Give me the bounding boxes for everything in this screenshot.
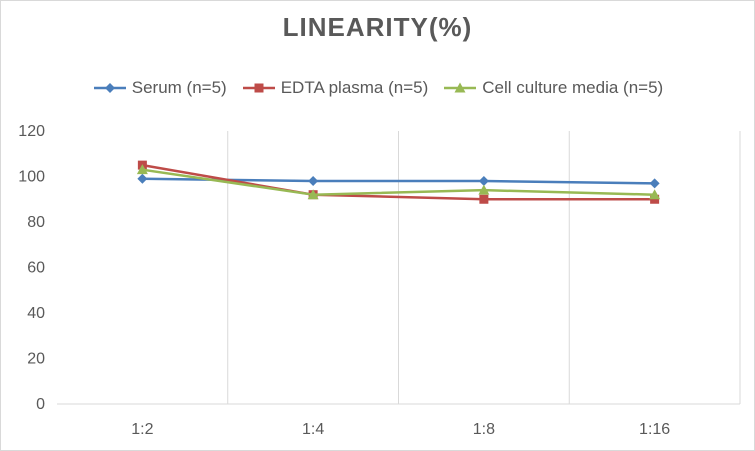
y-tick-label: 80 <box>27 214 45 231</box>
y-tick-label: 0 <box>36 396 45 413</box>
chart-legend: Serum (n=5) EDTA plasma (n=5) Cell culture… <box>0 78 755 102</box>
y-tick-label: 40 <box>27 305 45 322</box>
legend-swatch-2 <box>444 82 477 93</box>
data-point-0-1 <box>308 176 319 187</box>
data-point-2-1 <box>307 189 319 200</box>
data-point-1-2 <box>479 194 489 204</box>
y-tick-label: 20 <box>27 351 45 368</box>
data-point-2-2 <box>478 184 490 195</box>
legend-marker <box>254 83 264 93</box>
y-tick-label: 100 <box>18 169 45 186</box>
x-tick-label: 1:16 <box>639 421 670 438</box>
legend-item-1: EDTA plasma (n=5) <box>241 78 429 98</box>
series-line-2 <box>142 168 655 196</box>
legend-label: Serum (n=5) <box>131 78 227 97</box>
data-point-1-3 <box>650 194 660 204</box>
chart-title: LINEARITY(%) <box>282 12 473 42</box>
legend-item-2: Cell culture media (n=5) <box>442 78 663 98</box>
legend-marker <box>104 83 115 93</box>
legend-item-0: Serum (n=5) <box>92 78 227 98</box>
x-tick-label: 1:2 <box>131 421 153 438</box>
legend-label: Cell culture media (n=5) <box>482 78 664 97</box>
y-tick-label: 120 <box>18 123 45 140</box>
legend-label: EDTA plasma (n=5) <box>280 78 429 97</box>
data-point-0-3 <box>649 178 660 189</box>
data-point-0-0 <box>137 173 148 184</box>
data-point-2-3 <box>649 189 661 200</box>
x-tick-label: 1:8 <box>473 421 495 438</box>
x-tick-label: 1:4 <box>302 421 324 438</box>
legend-swatch-0 <box>93 83 126 93</box>
series-line-1 <box>142 163 655 201</box>
data-point-0-2 <box>478 176 489 187</box>
data-point-2-0 <box>136 164 148 175</box>
y-tick-label: 60 <box>27 260 45 277</box>
legend-swatch-1 <box>242 83 275 93</box>
legend-marker <box>454 82 466 93</box>
